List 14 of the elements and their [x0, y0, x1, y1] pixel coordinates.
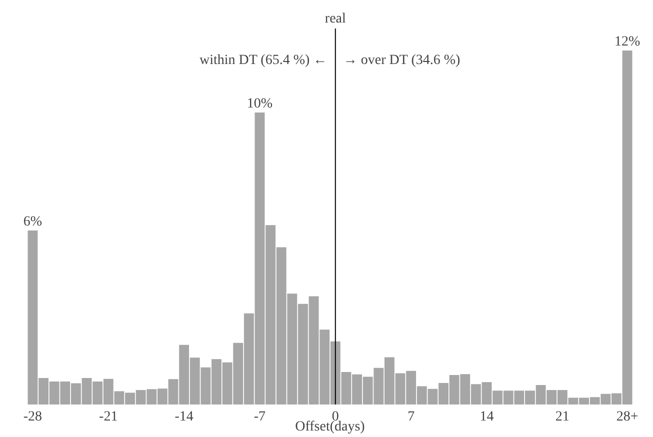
x-tick-label: -21 [99, 410, 118, 424]
x-tick-label: 14 [480, 410, 494, 424]
x-tick-label: 28+ [616, 410, 638, 424]
x-tick-label: -14 [174, 410, 194, 424]
annotation: within DT (65.4 %) ← [199, 53, 328, 68]
x-tick-label: 21 [555, 410, 570, 424]
x-tick-label: -7 [254, 410, 266, 424]
data-label: 12% [614, 34, 640, 50]
annotation: → over DT (34.6 %) [343, 53, 461, 68]
data-label: 10% [246, 96, 273, 112]
data-label: 6% [23, 214, 42, 230]
ref-line-label: real [324, 12, 346, 26]
x-tick-label: 7 [408, 410, 415, 424]
x-tick-label: -28 [23, 410, 42, 424]
